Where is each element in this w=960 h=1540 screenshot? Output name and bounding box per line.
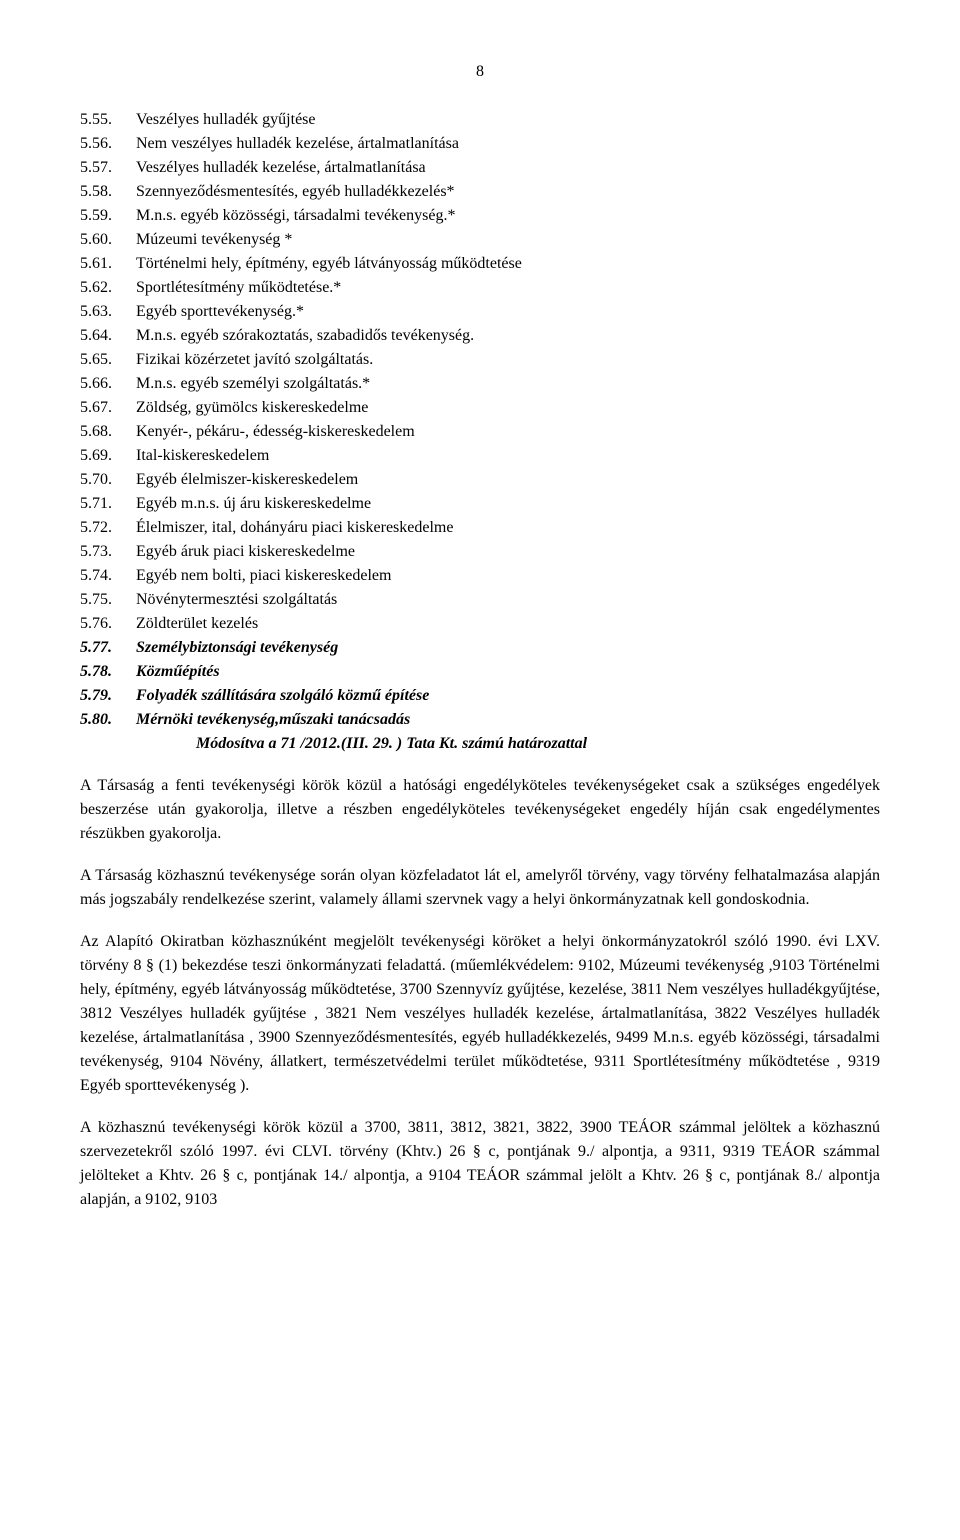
list-item-number: 5.62. [80, 276, 136, 300]
modification-note: Módosítva a 71 /2012.(III. 29. ) Tata Kt… [80, 732, 880, 756]
body-paragraph: A Társaság közhasznú tevékenysége során … [80, 864, 880, 912]
list-item-text: Nem veszélyes hulladék kezelése, ártalma… [136, 132, 459, 156]
list-item: 5.74. Egyéb nem bolti, piaci kiskeresked… [80, 564, 880, 588]
list-item-number: 5.59. [80, 204, 136, 228]
list-item-text: M.n.s. egyéb szórakoztatás, szabadidős t… [136, 324, 474, 348]
list-item-text: Fizikai közérzetet javító szolgáltatás. [136, 348, 373, 372]
list-item-number: 5.58. [80, 180, 136, 204]
list-item-text: Egyéb nem bolti, piaci kiskereskedelem [136, 564, 391, 588]
list-item-number: 5.57. [80, 156, 136, 180]
list-item-number: 5.79. [80, 684, 136, 708]
list-item: 5.80. Mérnöki tevékenység,műszaki tanács… [80, 708, 880, 732]
list-item-number: 5.78. [80, 660, 136, 684]
list-item: 5.75. Növénytermesztési szolgáltatás [80, 588, 880, 612]
list-item: 5.55. Veszélyes hulladék gyűjtése [80, 108, 880, 132]
list-item-number: 5.56. [80, 132, 136, 156]
body-paragraph: Az Alapító Okiratban közhasznúként megje… [80, 930, 880, 1098]
list-item-number: 5.75. [80, 588, 136, 612]
list-item-number: 5.61. [80, 252, 136, 276]
list-item-text: Mérnöki tevékenység,műszaki tanácsadás [136, 708, 410, 732]
list-item-text: Sportlétesítmény működtetése.* [136, 276, 341, 300]
list-item: 5.57. Veszélyes hulladék kezelése, ártal… [80, 156, 880, 180]
list-item-number: 5.69. [80, 444, 136, 468]
list-item-number: 5.66. [80, 372, 136, 396]
list-item: 5.65. Fizikai közérzetet javító szolgált… [80, 348, 880, 372]
list-item-text: Egyéb m.n.s. új áru kiskereskedelme [136, 492, 371, 516]
numbered-list: 5.55. Veszélyes hulladék gyűjtése5.56. N… [80, 108, 880, 732]
list-item-text: Élelmiszer, ital, dohányáru piaci kisker… [136, 516, 453, 540]
list-item-text: Közműépítés [136, 660, 220, 684]
body-paragraph: A Társaság a fenti tevékenységi körök kö… [80, 774, 880, 846]
list-item-number: 5.70. [80, 468, 136, 492]
list-item-text: Veszélyes hulladék gyűjtése [136, 108, 316, 132]
list-item-number: 5.80. [80, 708, 136, 732]
list-item-number: 5.74. [80, 564, 136, 588]
list-item-text: Veszélyes hulladék kezelése, ártalmatlan… [136, 156, 426, 180]
list-item: 5.56. Nem veszélyes hulladék kezelése, á… [80, 132, 880, 156]
list-item: 5.61. Történelmi hely, építmény, egyéb l… [80, 252, 880, 276]
list-item: 5.72. Élelmiszer, ital, dohányáru piaci … [80, 516, 880, 540]
list-item: 5.69. Ital-kiskereskedelem [80, 444, 880, 468]
list-item-text: Egyéb áruk piaci kiskereskedelme [136, 540, 355, 564]
list-item: 5.62. Sportlétesítmény működtetése.* [80, 276, 880, 300]
list-item: 5.64. M.n.s. egyéb szórakoztatás, szabad… [80, 324, 880, 348]
list-item: 5.70. Egyéb élelmiszer-kiskereskedelem [80, 468, 880, 492]
list-item-text: Növénytermesztési szolgáltatás [136, 588, 337, 612]
list-item-text: Folyadék szállítására szolgáló közmű épí… [136, 684, 429, 708]
list-item-number: 5.72. [80, 516, 136, 540]
list-item: 5.59. M.n.s. egyéb közösségi, társadalmi… [80, 204, 880, 228]
list-item-number: 5.60. [80, 228, 136, 252]
list-item-number: 5.68. [80, 420, 136, 444]
list-item-number: 5.63. [80, 300, 136, 324]
list-item-text: Kenyér-, pékáru-, édesség-kiskereskedele… [136, 420, 415, 444]
list-item-number: 5.55. [80, 108, 136, 132]
list-item-number: 5.71. [80, 492, 136, 516]
list-item-text: Zöldterület kezelés [136, 612, 258, 636]
list-item: 5.60. Múzeumi tevékenység * [80, 228, 880, 252]
list-item-number: 5.64. [80, 324, 136, 348]
list-item-text: Szennyeződésmentesítés, egyéb hulladékke… [136, 180, 455, 204]
list-item-text: Történelmi hely, építmény, egyéb látvány… [136, 252, 522, 276]
body-paragraphs: A Társaság a fenti tevékenységi körök kö… [80, 774, 880, 1212]
list-item-text: Egyéb élelmiszer-kiskereskedelem [136, 468, 358, 492]
list-item-number: 5.73. [80, 540, 136, 564]
list-item-text: M.n.s. egyéb közösségi, társadalmi tevék… [136, 204, 455, 228]
list-item-text: Ital-kiskereskedelem [136, 444, 269, 468]
list-item: 5.71. Egyéb m.n.s. új áru kiskereskedelm… [80, 492, 880, 516]
list-item-number: 5.65. [80, 348, 136, 372]
list-item: 5.58. Szennyeződésmentesítés, egyéb hull… [80, 180, 880, 204]
list-item-number: 5.77. [80, 636, 136, 660]
list-item: 5.78. Közműépítés [80, 660, 880, 684]
list-item: 5.77. Személybiztonsági tevékenység [80, 636, 880, 660]
list-item-number: 5.67. [80, 396, 136, 420]
list-item: 5.79. Folyadék szállítására szolgáló köz… [80, 684, 880, 708]
body-paragraph: A közhasznú tevékenységi körök közül a 3… [80, 1116, 880, 1212]
list-item: 5.76. Zöldterület kezelés [80, 612, 880, 636]
list-item-text: Múzeumi tevékenység * [136, 228, 292, 252]
list-item: 5.68. Kenyér-, pékáru-, édesség-kiskeres… [80, 420, 880, 444]
list-item: 5.66. M.n.s. egyéb személyi szolgáltatás… [80, 372, 880, 396]
list-item-text: Személybiztonsági tevékenység [136, 636, 338, 660]
list-item-text: Egyéb sporttevékenység.* [136, 300, 304, 324]
list-item: 5.63. Egyéb sporttevékenység.* [80, 300, 880, 324]
page-number: 8 [80, 60, 880, 84]
list-item: 5.73. Egyéb áruk piaci kiskereskedelme [80, 540, 880, 564]
list-item-number: 5.76. [80, 612, 136, 636]
list-item: 5.67. Zöldség, gyümölcs kiskereskedelme [80, 396, 880, 420]
list-item-text: Zöldség, gyümölcs kiskereskedelme [136, 396, 368, 420]
list-item-text: M.n.s. egyéb személyi szolgáltatás.* [136, 372, 370, 396]
